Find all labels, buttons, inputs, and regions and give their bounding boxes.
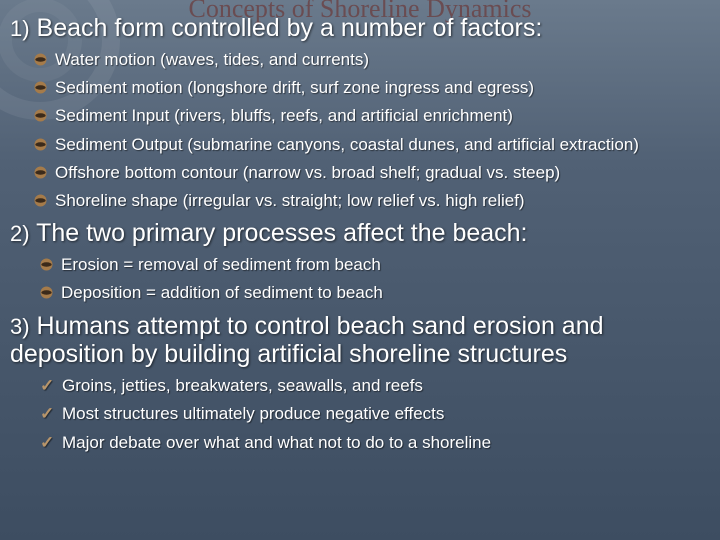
list-item: Sediment Input (rivers, bluffs, reefs, a…	[34, 105, 710, 126]
section2-list: Erosion = removal of sediment from beach…	[34, 254, 710, 304]
check-bullet-icon: ✓	[40, 375, 56, 396]
section2-title: The two primary processes affect the bea…	[36, 219, 527, 247]
list-item: Deposition = addition of sediment to bea…	[40, 282, 710, 303]
list-item: Erosion = removal of sediment from beach	[40, 254, 710, 275]
section3-heading: 3) Humans attempt to control beach sand …	[10, 312, 710, 370]
list-item: Offshore bottom contour (narrow vs. broa…	[34, 162, 710, 183]
section3-list: ✓Groins, jetties, breakwaters, seawalls,…	[34, 375, 710, 453]
section2-number: 2)	[10, 221, 30, 246]
section1-list: Water motion (waves, tides, and currents…	[34, 49, 710, 212]
section3-number: 3)	[10, 314, 30, 339]
list-item: Sediment Output (submarine canyons, coas…	[34, 134, 710, 155]
section1-number: 1)	[10, 16, 30, 41]
section1-title: Beach form controlled by a number of fac…	[37, 14, 543, 42]
disc-bullet-icon	[34, 109, 47, 122]
disc-bullet-icon	[40, 258, 53, 271]
slide-content: 1) Beach form controlled by a number of …	[0, 0, 720, 471]
list-item: Water motion (waves, tides, and currents…	[34, 49, 710, 70]
disc-bullet-icon	[40, 286, 53, 299]
disc-bullet-icon	[34, 53, 47, 66]
list-item: Shoreline shape (irregular vs. straight;…	[34, 190, 710, 211]
disc-bullet-icon	[34, 194, 47, 207]
section1-heading: 1) Beach form controlled by a number of …	[10, 14, 710, 43]
disc-bullet-icon	[34, 166, 47, 179]
disc-bullet-icon	[34, 138, 47, 151]
check-bullet-icon: ✓	[40, 403, 56, 424]
list-item: ✓Most structures ultimately produce nega…	[40, 403, 710, 424]
section3-title: Humans attempt to control beach sand ero…	[10, 312, 604, 369]
list-item: ✓Groins, jetties, breakwaters, seawalls,…	[40, 375, 710, 396]
check-bullet-icon: ✓	[40, 432, 56, 453]
list-item: ✓Major debate over what and what not to …	[40, 432, 710, 453]
disc-bullet-icon	[34, 81, 47, 94]
list-item: Sediment motion (longshore drift, surf z…	[34, 77, 710, 98]
section2-heading: 2) The two primary processes affect the …	[10, 219, 710, 248]
